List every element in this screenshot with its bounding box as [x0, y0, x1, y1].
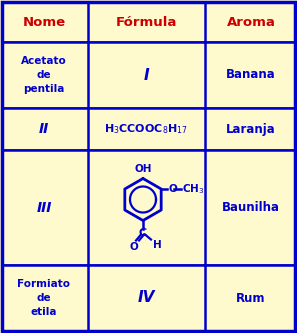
Text: H$_3$CCOOC$_8$H$_{17}$: H$_3$CCOOC$_8$H$_{17}$ — [104, 122, 188, 136]
Text: Aroma: Aroma — [227, 16, 275, 29]
Text: Baunilha: Baunilha — [222, 201, 280, 214]
Text: III: III — [36, 200, 52, 214]
Bar — [2, 108, 295, 150]
Text: Laranja: Laranja — [226, 123, 276, 136]
Text: II: II — [39, 122, 49, 136]
Bar — [2, 150, 295, 265]
Bar — [2, 265, 295, 331]
Text: Acetato
de
pentila: Acetato de pentila — [21, 56, 67, 94]
Text: IV: IV — [137, 290, 155, 305]
Text: Formiato
de
etila: Formiato de etila — [18, 279, 70, 317]
Text: O: O — [129, 241, 138, 251]
Text: H: H — [153, 240, 162, 250]
Bar — [2, 42, 295, 108]
Text: Rum: Rum — [236, 291, 266, 304]
Text: Nome: Nome — [23, 16, 66, 29]
Text: I: I — [143, 68, 149, 83]
Text: C: C — [139, 228, 147, 238]
Text: O: O — [168, 184, 177, 194]
Text: CH$_3$: CH$_3$ — [182, 182, 205, 196]
Text: OH: OH — [134, 165, 152, 174]
Text: Banana: Banana — [226, 69, 276, 82]
Bar — [2, 2, 295, 42]
Text: Fórmula: Fórmula — [115, 16, 177, 29]
